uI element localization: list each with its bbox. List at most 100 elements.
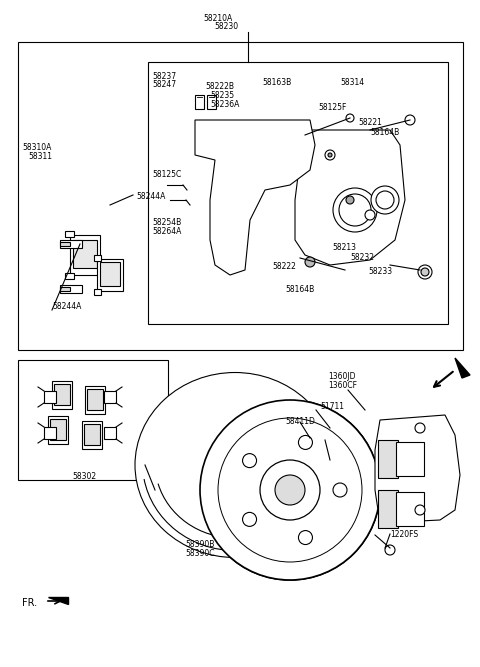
Text: 58164B: 58164B [370,128,399,137]
Bar [84,424,100,445]
Text: 58222: 58222 [272,262,296,271]
Bar [50,419,66,440]
Circle shape [333,483,347,497]
Bar [65,231,74,237]
Text: 58310A: 58310A [22,143,51,152]
Text: 58244A: 58244A [136,192,166,201]
Circle shape [260,460,320,520]
Text: 58210A: 58210A [204,14,233,23]
Ellipse shape [135,372,335,558]
Text: 58247: 58247 [152,80,176,89]
Circle shape [299,436,312,450]
Bar [54,384,70,405]
Text: 58164B: 58164B [285,285,314,294]
Text: 1360CF: 1360CF [328,381,357,390]
Bar [73,239,97,268]
Bar [195,95,204,109]
Bar [65,273,74,279]
Polygon shape [295,130,405,265]
Circle shape [333,188,377,232]
Circle shape [365,210,375,220]
Circle shape [242,454,256,468]
Text: 58232: 58232 [350,253,374,262]
Polygon shape [455,358,470,378]
Bar [148,62,448,324]
Bar [87,389,103,410]
Text: 58163B: 58163B [262,78,291,87]
Polygon shape [48,597,68,604]
Text: 58254B: 58254B [152,218,181,227]
Circle shape [218,418,362,562]
Text: 58236A: 58236A [210,100,240,109]
Circle shape [333,483,347,497]
Text: 58125F: 58125F [318,103,347,112]
Circle shape [385,545,395,555]
Bar [396,492,424,526]
Circle shape [415,505,425,515]
Bar [18,360,168,480]
Bar [44,391,56,403]
Circle shape [371,186,399,214]
Circle shape [275,475,305,505]
Text: 58237: 58237 [152,72,176,81]
Text: 1360JD: 1360JD [328,372,356,381]
Text: 51711: 51711 [320,402,344,411]
Polygon shape [375,415,460,522]
Text: 58390B: 58390B [185,540,215,549]
Circle shape [405,115,415,125]
Text: 58390C: 58390C [185,549,215,558]
Circle shape [346,114,354,122]
Text: 58213: 58213 [332,243,356,252]
Bar [94,255,101,261]
Bar [378,440,398,478]
Circle shape [418,265,432,279]
Text: 58222B: 58222B [205,82,234,91]
Text: 58233: 58233 [368,267,392,276]
Circle shape [299,436,312,450]
Text: 58264A: 58264A [152,227,181,236]
Text: 58230: 58230 [214,22,238,31]
Circle shape [305,257,315,267]
Circle shape [346,196,354,204]
Circle shape [242,512,256,526]
Text: 58302: 58302 [72,472,96,481]
Text: 58314: 58314 [340,78,364,87]
Bar [94,289,101,295]
Circle shape [260,460,320,520]
Bar [97,259,122,291]
Bar [396,442,424,476]
Polygon shape [195,120,315,275]
Circle shape [242,512,256,526]
Circle shape [200,400,380,580]
Circle shape [421,268,429,276]
Circle shape [200,400,380,580]
Bar [104,391,116,403]
Bar [85,386,105,414]
Circle shape [376,191,394,209]
Circle shape [325,150,335,160]
Bar [60,240,82,248]
Bar [207,95,216,109]
Text: 58235: 58235 [210,91,234,100]
Bar [100,262,120,285]
Bar [60,287,70,291]
Bar [82,421,102,449]
Text: 58311: 58311 [28,152,52,161]
Circle shape [415,423,425,433]
Circle shape [218,418,362,562]
Bar [104,427,116,439]
Bar [60,242,70,246]
Text: 58221: 58221 [358,118,382,127]
Circle shape [328,153,332,157]
Bar [60,285,82,293]
Circle shape [242,454,256,468]
Bar [52,381,72,409]
Text: FR.: FR. [22,598,37,608]
Text: 58244A: 58244A [52,302,82,311]
Bar [378,490,398,528]
Bar [18,42,463,350]
Bar [48,416,68,444]
Bar [44,427,56,439]
Circle shape [275,475,305,505]
Bar [70,235,100,275]
